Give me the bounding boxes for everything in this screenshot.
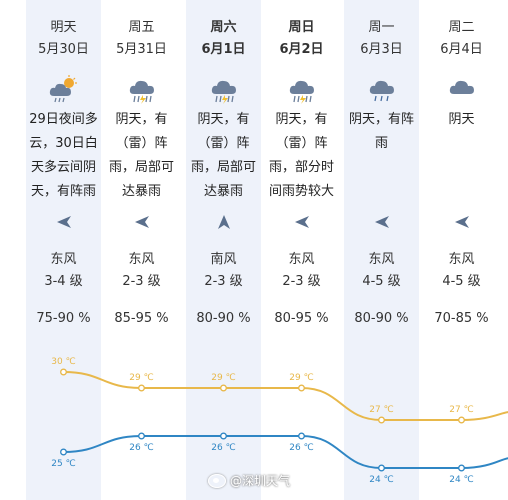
- temperature-point: [458, 416, 465, 424]
- humidity: 80-90 %: [196, 311, 251, 326]
- temperature-label: 29 ℃: [129, 373, 153, 383]
- weather-description: 阴天，有阵雨: [348, 112, 414, 151]
- humidity: 75-90 %: [36, 311, 91, 326]
- day-label: 周一: [368, 20, 395, 35]
- temperature-label: 24 ℃: [449, 475, 473, 485]
- weather-description: 阴天，有（雷）阵雨，局部可达暴雨: [190, 112, 256, 199]
- wind-direction: 东风: [288, 252, 315, 267]
- wind-direction-arrow-icon: [374, 214, 390, 230]
- temperature-label: 29 ℃: [289, 373, 313, 383]
- wind-level: 2-3 级: [122, 274, 161, 289]
- day-column: 周六 6月1日阴天，有（雷）阵雨，局部可达暴雨南风 2-3 级 80-90 %: [186, 0, 261, 500]
- wind-direction: 东风: [448, 252, 475, 267]
- temperature-point: [138, 384, 145, 392]
- weather-description: 阴天，有（雷）阵雨，局部可达暴雨: [108, 112, 174, 199]
- day-column: 周二 6月4日阴天东风 4-5 级 70-85 %: [424, 0, 499, 500]
- temperature-label: 26 ℃: [129, 443, 153, 453]
- wind-level: 4-5 级: [362, 274, 401, 289]
- date-label: 6月3日: [360, 42, 403, 57]
- weather-description: 阴天: [448, 112, 475, 127]
- temperature-label: 26 ℃: [211, 443, 235, 453]
- day-column: 周日 6月2日阴天，有（雷）阵雨，部分时间雨势较大东风 2-3 级 80-95 %: [264, 0, 339, 500]
- temperature-label: 24 ℃: [369, 475, 393, 485]
- thunder-rain-icon: [208, 74, 242, 104]
- humidity: 80-95 %: [274, 311, 329, 326]
- weather-description: 阴天，有（雷）阵雨，部分时间雨势较大: [268, 112, 334, 199]
- wind-direction: 东风: [128, 252, 155, 267]
- date-label: 6月4日: [440, 42, 483, 57]
- wind-direction: 南风: [210, 252, 237, 267]
- wind-direction-arrow-icon: [134, 214, 150, 230]
- day-label: 周二: [448, 20, 475, 35]
- temperature-label: 27 ℃: [369, 405, 393, 415]
- date-label: 5月30日: [38, 42, 89, 57]
- wind-level: 2-3 级: [204, 274, 243, 289]
- wind-level: 2-3 级: [282, 274, 321, 289]
- temperature-label: 27 ℃: [449, 405, 473, 415]
- weibo-logo-icon: [208, 473, 226, 488]
- watermark: @深圳天气: [208, 472, 290, 489]
- day-column: 明天 5月30日 29日夜间多云，30日白天多云间阴天，有阵雨东风 3-4 级 75-9…: [26, 0, 101, 500]
- temperature-point: [60, 448, 67, 456]
- cloudy-sun-rain-icon: [48, 74, 82, 104]
- temperature-point: [138, 432, 145, 440]
- thunder-rain-icon: [286, 74, 320, 104]
- wind-direction-arrow-icon: [454, 214, 470, 230]
- day-label: 明天: [50, 20, 77, 35]
- temperature-point: [458, 464, 465, 472]
- cloud-rain-icon: [366, 74, 400, 104]
- day-label: 周五: [128, 20, 155, 35]
- wind-direction: 东风: [368, 252, 395, 267]
- date-label: 6月2日: [279, 42, 324, 57]
- humidity: 80-90 %: [354, 311, 409, 326]
- temperature-label: 29 ℃: [211, 373, 235, 383]
- humidity: 70-85 %: [434, 311, 489, 326]
- wind-direction-arrow-icon: [294, 214, 310, 230]
- temperature-point: [220, 384, 227, 392]
- wind-direction: 东风: [50, 252, 77, 267]
- overcast-cloud-icon: [446, 74, 480, 104]
- day-column: 周五 5月31日阴天，有（雷）阵雨，局部可达暴雨东风 2-3 级 85-95 %: [104, 0, 179, 500]
- wind-level: 3-4 级: [44, 274, 83, 289]
- day-label: 周六: [210, 20, 237, 35]
- temperature-point: [220, 432, 227, 440]
- wind-level: 4-5 级: [442, 274, 481, 289]
- weather-description: 29日夜间多云，30日白天多云间阴天，有阵雨: [29, 112, 98, 199]
- temperature-point: [60, 368, 67, 376]
- watermark-text: @深圳天气: [230, 474, 291, 488]
- temperature-point: [298, 432, 305, 440]
- temperature-label: 30 ℃: [51, 357, 75, 367]
- temperature-point: [298, 384, 305, 392]
- temperature-point: [378, 416, 385, 424]
- temperature-label: 26 ℃: [289, 443, 313, 453]
- humidity: 85-95 %: [114, 311, 169, 326]
- temperature-point: [378, 464, 385, 472]
- date-label: 5月31日: [116, 42, 167, 57]
- wind-direction-arrow-icon: [216, 214, 232, 230]
- temperature-label: 25 ℃: [51, 459, 75, 469]
- wind-direction-arrow-icon: [56, 214, 72, 230]
- day-label: 周日: [288, 20, 315, 35]
- temperature-chart: 30 ℃ 29 ℃ 29 ℃ 29 ℃ 27 ℃ 27 ℃ 25 ℃ 26 ℃ 26 ℃ 26 ℃…: [51, 357, 508, 485]
- thunder-rain-icon: [126, 74, 160, 104]
- date-label: 6月1日: [201, 42, 246, 57]
